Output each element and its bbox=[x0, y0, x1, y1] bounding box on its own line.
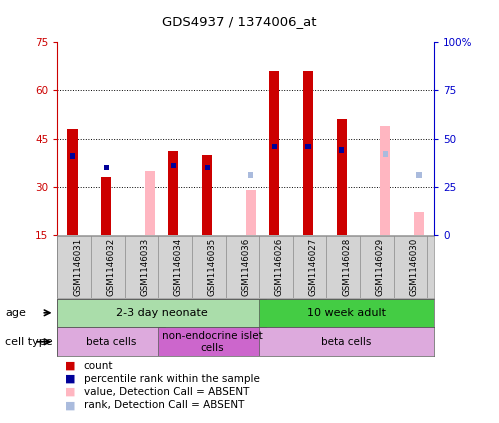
Bar bbox=[104, 165, 109, 170]
Text: GSM1146030: GSM1146030 bbox=[410, 238, 419, 296]
Text: GSM1146031: GSM1146031 bbox=[73, 238, 82, 296]
Text: 2-3 day neonate: 2-3 day neonate bbox=[116, 308, 208, 318]
Bar bbox=[337, 119, 347, 235]
Bar bbox=[168, 151, 179, 235]
Text: GSM1146026: GSM1146026 bbox=[275, 238, 284, 296]
Text: GSM1146036: GSM1146036 bbox=[241, 238, 250, 296]
Text: ■: ■ bbox=[65, 387, 75, 397]
Bar bbox=[259, 327, 434, 356]
Bar bbox=[145, 170, 155, 235]
Text: age: age bbox=[5, 308, 26, 318]
Bar bbox=[303, 71, 313, 235]
Text: GSM1146032: GSM1146032 bbox=[107, 238, 116, 296]
Text: GDS4937 / 1374006_at: GDS4937 / 1374006_at bbox=[162, 15, 317, 28]
Bar bbox=[67, 129, 77, 235]
Bar bbox=[259, 299, 434, 327]
Text: GSM1146027: GSM1146027 bbox=[308, 238, 317, 296]
Text: percentile rank within the sample: percentile rank within the sample bbox=[84, 374, 259, 384]
Text: rank, Detection Call = ABSENT: rank, Detection Call = ABSENT bbox=[84, 400, 244, 410]
Text: cell type: cell type bbox=[5, 337, 52, 347]
Bar bbox=[249, 173, 253, 178]
Bar bbox=[57, 299, 266, 327]
Bar bbox=[158, 327, 266, 356]
Text: beta cells: beta cells bbox=[86, 337, 136, 347]
Text: GSM1146035: GSM1146035 bbox=[208, 238, 217, 296]
Text: ■: ■ bbox=[65, 400, 75, 410]
Text: GSM1146034: GSM1146034 bbox=[174, 238, 183, 296]
Text: 10 week adult: 10 week adult bbox=[307, 308, 386, 318]
Text: value, Detection Call = ABSENT: value, Detection Call = ABSENT bbox=[84, 387, 249, 397]
Bar bbox=[70, 153, 75, 159]
Bar bbox=[272, 143, 277, 149]
Bar bbox=[269, 71, 279, 235]
Bar bbox=[57, 327, 165, 356]
Bar bbox=[246, 190, 256, 235]
Text: non-endocrine islet
cells: non-endocrine islet cells bbox=[162, 331, 262, 353]
Text: beta cells: beta cells bbox=[321, 337, 372, 347]
Bar bbox=[414, 212, 424, 235]
Bar bbox=[202, 154, 212, 235]
Text: ■: ■ bbox=[65, 374, 75, 384]
Text: GSM1146028: GSM1146028 bbox=[342, 238, 351, 296]
Bar bbox=[205, 165, 210, 170]
Bar bbox=[380, 126, 390, 235]
Text: count: count bbox=[84, 361, 113, 371]
Text: GSM1146029: GSM1146029 bbox=[376, 238, 385, 296]
Bar bbox=[101, 177, 111, 235]
Bar bbox=[417, 173, 422, 178]
Bar bbox=[383, 151, 388, 157]
Bar bbox=[339, 147, 344, 153]
Text: ■: ■ bbox=[65, 361, 75, 371]
Bar bbox=[171, 163, 176, 168]
Bar bbox=[305, 143, 310, 149]
Text: GSM1146033: GSM1146033 bbox=[140, 238, 149, 296]
